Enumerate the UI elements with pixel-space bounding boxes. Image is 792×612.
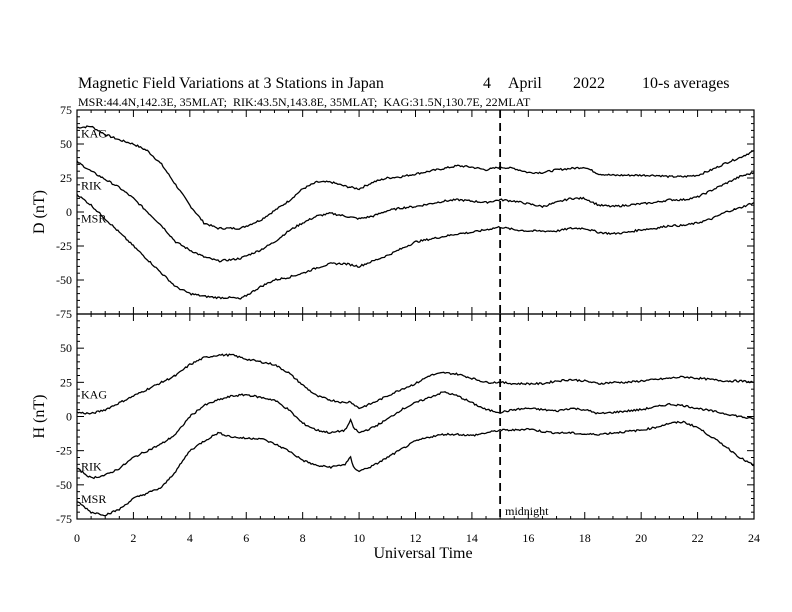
x-tick-label: 18 (579, 531, 591, 545)
title-month: April (508, 75, 542, 92)
x-tick-label: 24 (748, 531, 760, 545)
plot-layer: 75 50 25 0 -25 -50 -75 D (nT) KAG RIK MSR 50 25 0 -25 -… (31, 103, 760, 545)
panel-frame-2 (76, 313, 755, 520)
x-tick-label: 2 (130, 531, 136, 545)
y-tick-label: 25 (60, 375, 72, 389)
y-tick-label: 25 (60, 171, 72, 185)
series-line-msr (76, 194, 755, 300)
y-axis-label: D (nT) (31, 190, 48, 234)
y-tick-label: -50 (56, 273, 72, 287)
series-label-msr: MSR (81, 211, 106, 225)
series-label-kag: KAG (81, 127, 107, 141)
panel-frame-1 (76, 109, 755, 315)
y-tick-label: 0 (66, 205, 72, 219)
y-tick-label: -25 (56, 239, 72, 253)
series-line-rik (76, 160, 755, 263)
x-tick-label: 4 (187, 531, 193, 545)
stations-info: MSR:44.4N,142.3E, 35MLAT; RIK:43.5N,143.… (78, 95, 531, 109)
x-tick-label: 10 (353, 531, 365, 545)
x-tick-label: 12 (410, 531, 422, 545)
x-tick-label: 20 (635, 531, 647, 545)
series-line-rik (76, 391, 755, 480)
midnight-label: midnight (505, 504, 549, 518)
series-label-kag: KAG (81, 387, 107, 401)
x-tick-label: 0 (74, 531, 80, 545)
y-axis-label: H (nT) (31, 395, 48, 439)
title-year: 2022 (573, 75, 605, 92)
y-tick-label: -50 (56, 478, 72, 492)
y-tick-label: 50 (60, 137, 72, 151)
series-label-msr: MSR (81, 492, 106, 506)
x-tick-label: 6 (243, 531, 249, 545)
y-tick-label: -75 (56, 307, 72, 321)
x-tick-label: 8 (300, 531, 306, 545)
y-tick-label: 50 (60, 341, 72, 355)
x-tick-label: 14 (466, 531, 478, 545)
x-axis-label: Universal Time (373, 545, 472, 562)
x-tick-label: 22 (692, 531, 704, 545)
y-tick-label: 75 (60, 103, 72, 117)
y-tick-label: -75 (56, 512, 72, 526)
series-label-rik: RIK (81, 459, 102, 473)
chart-title: Magnetic Field Variations at 3 Stations … (78, 75, 384, 92)
y-tick-label: -25 (56, 444, 72, 458)
series-line-kag (76, 125, 755, 230)
series-line-kag (76, 353, 755, 415)
y-tick-label: 0 (66, 410, 72, 424)
series-label-rik: RIK (81, 179, 102, 193)
series-line-msr (76, 420, 755, 517)
title-day: 4 (483, 75, 491, 92)
x-tick-label: 16 (522, 531, 534, 545)
title-averaging: 10-s averages (642, 75, 730, 92)
